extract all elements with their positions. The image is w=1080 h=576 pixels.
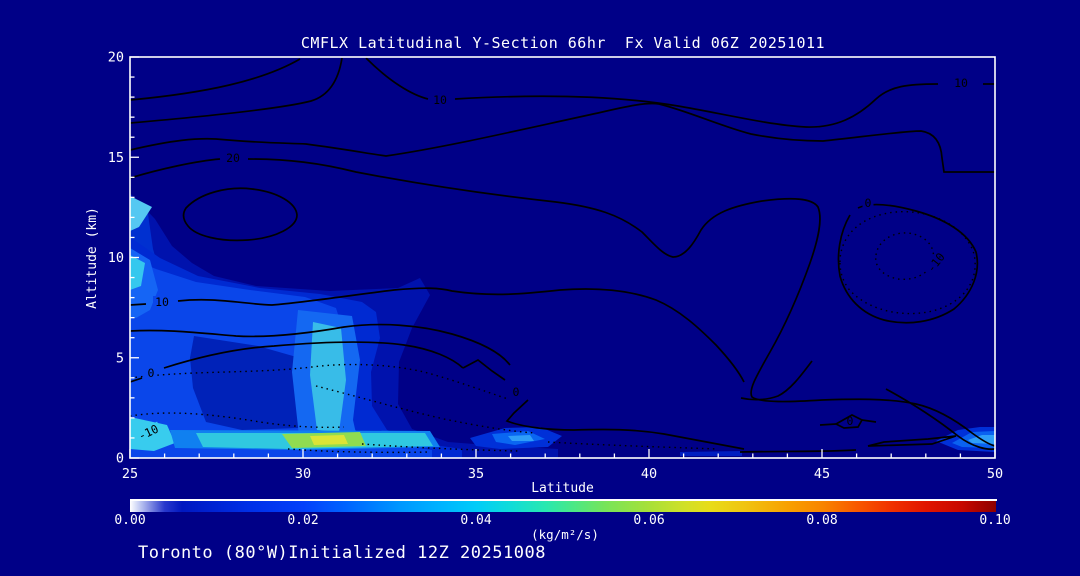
x-tick-label: 35	[468, 466, 484, 482]
contour-label: 10	[954, 76, 968, 90]
colorbar-tick-label: 0.04	[460, 513, 492, 528]
contour-line	[130, 323, 511, 366]
contour-line-dashed	[839, 210, 976, 315]
contour-layer	[130, 57, 995, 454]
contour-line	[739, 449, 857, 453]
contour-label: 20	[226, 151, 240, 165]
y-tick-label: 10	[108, 250, 124, 266]
contour-fill	[508, 435, 534, 441]
y-tick-label: 0	[116, 451, 124, 467]
colorbar-units: (kg/m²/s)	[531, 527, 599, 542]
contour-line	[740, 360, 813, 401]
contour-label: -10	[923, 248, 949, 277]
contour-line-dashed	[315, 385, 535, 434]
text: 0	[847, 414, 854, 428]
contour-fill	[190, 336, 308, 430]
colorbar-tick-label: 0.02	[287, 513, 319, 528]
contour-fill	[130, 196, 152, 231]
contour-fill	[310, 322, 346, 432]
contour-label: 0	[862, 196, 874, 210]
rect	[153, 296, 171, 308]
contour-label: 0	[847, 414, 854, 428]
contour-line	[867, 435, 957, 447]
contour-fill	[680, 451, 742, 456]
rect	[145, 367, 157, 379]
text: 0	[865, 196, 872, 210]
contour-line	[130, 57, 343, 124]
colorbar-top-line	[130, 499, 997, 501]
contour-line	[462, 358, 506, 381]
contour-line	[130, 58, 301, 101]
contour-label: 10	[153, 295, 171, 309]
contour-line-dashed	[875, 232, 935, 281]
y-axis-label: Altitude (km)	[85, 207, 100, 309]
contour-line	[182, 187, 298, 242]
contour-line	[837, 203, 979, 324]
contour-line	[247, 158, 995, 447]
contour-line	[163, 341, 464, 369]
colorbar-tick-labels: 0.00 0.02 0.04 0.06 0.08 0.10	[0, 513, 1080, 529]
contour-label: 10	[433, 93, 447, 107]
contour-line	[177, 287, 745, 383]
contour-line-dashed	[130, 363, 509, 400]
chart-title: CMFLX Latitudinal Y-Section 66hr Fx Vali…	[300, 34, 826, 52]
chart-footer: Toronto (80°W)Initialized 12Z 20251008	[138, 543, 546, 563]
x-tick-label: 25	[122, 466, 138, 482]
text: 10	[954, 76, 968, 90]
fill-layer	[130, 193, 995, 458]
y-tick-label: 5	[116, 350, 124, 366]
contour-line	[130, 102, 995, 173]
contour-line	[454, 83, 939, 128]
contour-fill	[130, 255, 145, 290]
text: 10	[433, 93, 447, 107]
x-tick-label: 45	[814, 466, 830, 482]
rect	[134, 421, 163, 444]
contour-label: 0	[145, 366, 157, 380]
contour-line	[365, 57, 429, 100]
contour-line	[819, 423, 837, 426]
x-axis-label: Latitude	[531, 481, 594, 496]
colorbar-tick-label: 0.00	[114, 513, 146, 528]
contour-line	[505, 399, 745, 450]
contour-label: 0	[513, 385, 520, 399]
text: 0	[148, 366, 155, 380]
colorbar-gradient	[130, 501, 996, 512]
contour-line-dashed	[130, 412, 345, 429]
rect	[923, 248, 949, 277]
axis-ticks	[129, 56, 996, 459]
contour-line	[861, 419, 877, 423]
contour-line	[130, 158, 221, 179]
x-tick-label: 50	[987, 466, 1003, 482]
colorbar-tick-label: 0.06	[633, 513, 665, 528]
y-tick-label: 15	[108, 150, 124, 166]
colorbar-tick-label: 0.08	[806, 513, 838, 528]
text: 10	[155, 295, 169, 309]
x-tick-label: 40	[641, 466, 657, 482]
y-tick-label: 20	[108, 50, 124, 66]
contour-line	[885, 388, 995, 451]
contour-line	[130, 303, 147, 306]
contour-line-dashed	[547, 441, 719, 450]
colorbar-tick-label: 0.10	[979, 513, 1011, 528]
text: 0	[513, 385, 520, 399]
contour-fill	[310, 435, 348, 445]
text: 20	[226, 151, 240, 165]
contour-line	[834, 414, 864, 429]
x-tick-label: 30	[295, 466, 311, 482]
contour-line	[130, 377, 143, 383]
rect	[862, 197, 874, 209]
